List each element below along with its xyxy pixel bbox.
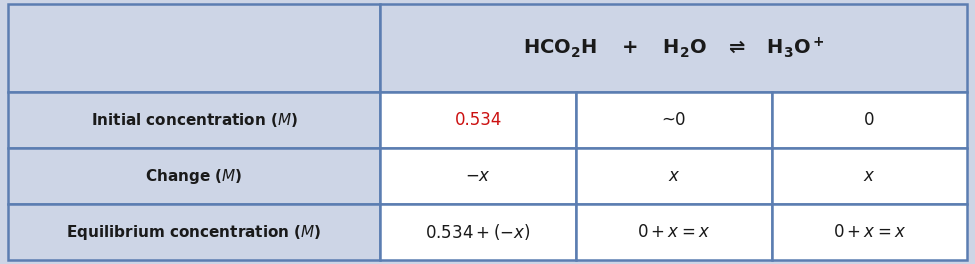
Text: $0 + x = x$: $0 + x = x$: [637, 224, 711, 241]
Bar: [771, 204, 967, 260]
Text: $-x$: $-x$: [465, 168, 491, 185]
Bar: [380, 204, 576, 260]
Text: $0 + x = x$: $0 + x = x$: [833, 224, 906, 241]
Text: ~0: ~0: [661, 111, 686, 129]
Bar: [8, 148, 380, 204]
Bar: [771, 148, 967, 204]
Text: 0: 0: [864, 111, 875, 129]
Text: $\mathbf{Change\ (\mathit{M})}$: $\mathbf{Change\ (\mathit{M})}$: [145, 167, 243, 186]
Text: $x$: $x$: [668, 168, 680, 185]
Text: $\bf{HCO_2H}$    $\bf{+}$    $\bf{H_2O}$   $\bf{\rightleftharpoons}$   $\bf{H_3O: $\bf{HCO_2H}$ $\bf{+}$ $\bf{H_2O}$ $\bf{…: [523, 36, 825, 60]
Text: 0.534: 0.534: [454, 111, 502, 129]
Text: $x$: $x$: [863, 168, 876, 185]
Bar: [380, 92, 576, 148]
Bar: [8, 92, 380, 148]
Bar: [380, 148, 576, 204]
Text: $\mathbf{Equilibrium\ concentration\ (\mathit{M})}$: $\mathbf{Equilibrium\ concentration\ (\m…: [66, 223, 322, 242]
Bar: [8, 204, 380, 260]
Bar: [576, 148, 771, 204]
Bar: [8, 4, 380, 92]
Bar: [380, 4, 967, 92]
Bar: [771, 92, 967, 148]
Text: $0.534 + (-x)$: $0.534 + (-x)$: [425, 222, 530, 242]
Bar: [576, 204, 771, 260]
Bar: [576, 92, 771, 148]
Text: $\mathbf{Initial\ concentration\ (\mathit{M})}$: $\mathbf{Initial\ concentration\ (\mathi…: [91, 111, 297, 129]
